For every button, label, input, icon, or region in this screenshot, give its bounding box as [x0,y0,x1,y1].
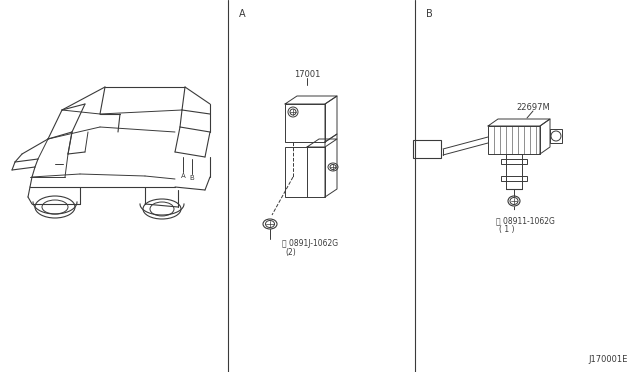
Bar [413,140,441,158]
Text: A: A [180,173,186,179]
Bar [501,159,527,164]
Text: Ⓝ 0891J-1062G: Ⓝ 0891J-1062G [282,240,338,248]
Bar [285,104,325,142]
Bar [488,126,540,154]
Bar [550,129,562,143]
Text: (2): (2) [285,247,296,257]
Text: 17001: 17001 [294,70,320,78]
Text: A: A [239,9,246,19]
Bar [285,147,325,197]
Bar [501,176,527,181]
Text: B: B [426,9,433,19]
Text: Ⓝ 08911-1062G: Ⓝ 08911-1062G [496,217,555,225]
Text: J170001E: J170001E [588,356,628,365]
Text: 22697M: 22697M [516,103,550,112]
Bar [506,154,522,189]
Text: B: B [189,175,195,181]
Text: ( 1 ): ( 1 ) [499,224,515,234]
